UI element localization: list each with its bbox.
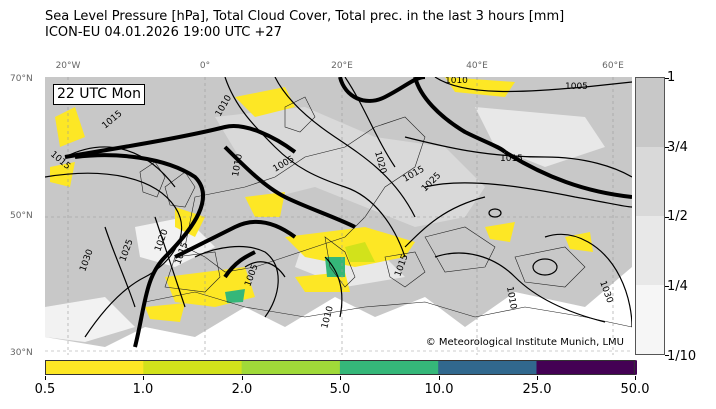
lon-label-60e: 60°E [602,61,624,71]
lon-label-0: 0° [199,61,211,71]
map-canvas: 1005 1010 1015 1015 1010 1020 1025 1030 … [45,77,632,355]
cloud-tick [665,78,669,79]
cloud-colorbar-segment [636,216,664,285]
precip-tick-label: 10.0 [424,382,454,397]
precip-tick [45,376,46,380]
cloud-tick [665,286,669,287]
cloud-tick [665,147,669,148]
cloud-cover-layer [45,77,632,355]
precip-tick [439,376,440,380]
lat-label-30n: 30°N [10,348,33,358]
lon-label-20w: 20°W [55,61,81,71]
lon-label-20e: 20°E [331,61,353,71]
cloud-cover-colorbar [635,77,665,355]
precip-colorbar-extend [634,360,637,375]
cloud-tick-label: 1/2 [667,209,688,224]
cloud-tick [665,217,669,218]
precip-tick [340,376,341,380]
lat-label-70n: 70°N [10,74,33,84]
time-label: 22 UTC Mon [53,84,145,105]
copyright-text: © Meteorological Institute Munich, LMU [425,337,624,348]
isobar-label: 1010 [231,153,245,178]
precip-colorbar-segment [438,360,537,375]
lat-label-50n: 50°N [10,211,33,221]
precip-tick-label: 25.0 [522,382,552,397]
graticule [45,77,632,355]
cloud-colorbar-segment [636,147,664,216]
precip-tick-label: 1.0 [132,382,154,397]
thick-contours [64,77,632,348]
precip-tick-label: 5.0 [329,382,351,397]
isobar-label: 1015 [500,154,523,164]
lon-label-40e: 40°E [466,61,488,71]
precip-tick-label: 0.5 [34,382,56,397]
precip-tick [242,376,243,380]
precip-colorbar-segment [143,360,243,375]
precip-tick [537,376,538,380]
cloud-colorbar-segment [636,78,664,147]
precip-colorbar-segment [241,360,341,375]
cloud-tick-label: 1/4 [667,279,688,294]
isobar-label: 1010 [445,77,468,86]
cloud-tick [665,355,669,356]
chart-title: Sea Level Pressure [hPa], Total Cloud Co… [45,9,565,24]
isobar-label: 1005 [565,82,588,92]
precip-colorbar-frame [45,360,635,375]
chart-subtitle: ICON-EU 04.01.2026 19:00 UTC +27 [45,25,282,40]
precip-colorbar-segment [45,360,144,375]
cloud-tick-label: 1 [667,70,676,85]
precip-tick [635,376,636,380]
precip-tick [143,376,144,380]
precip-tick-label: 50.0 [620,382,650,397]
coastlines [139,96,632,328]
precipitation-colorbar [45,360,637,375]
cloud-colorbar-segment [636,285,664,354]
isobar-label: 1010 [504,286,518,311]
precip-tick-label: 2.0 [231,382,253,397]
cloud-tick-label: 1/10 [667,349,697,364]
cloud-tick-label: 3/4 [667,140,688,155]
precip-colorbar-segment [339,360,439,375]
precip-colorbar-segment [536,360,636,375]
weather-map: 1005 1010 1015 1015 1010 1020 1025 1030 … [45,77,632,355]
